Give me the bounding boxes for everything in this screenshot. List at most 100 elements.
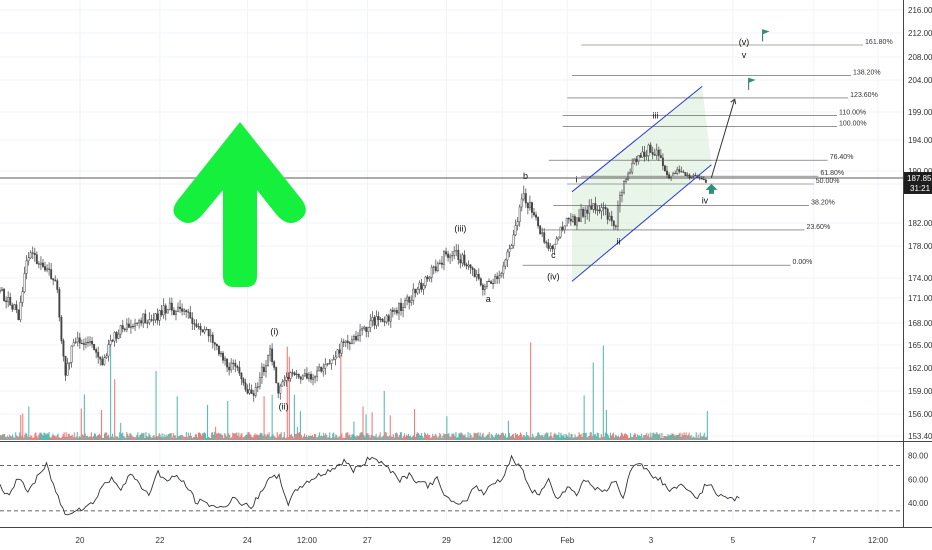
volume-bar bbox=[27, 436, 29, 440]
volume-bar bbox=[48, 432, 50, 440]
oscillator-tick-label: 40.00 bbox=[908, 499, 929, 508]
volume-bar bbox=[620, 432, 623, 440]
volume-bar bbox=[442, 435, 444, 440]
volume-bar bbox=[464, 434, 466, 440]
volume-bar bbox=[326, 434, 328, 440]
volume-bar bbox=[513, 437, 516, 440]
volume-bar bbox=[706, 411, 708, 440]
candle-body bbox=[285, 376, 288, 381]
candle-body bbox=[655, 149, 658, 156]
candle-body bbox=[260, 366, 263, 379]
candle-body bbox=[144, 313, 147, 324]
time-tick-label: 12:00 bbox=[492, 536, 513, 545]
volume-bar bbox=[197, 432, 200, 440]
candle-body bbox=[537, 217, 540, 227]
volume-bar bbox=[338, 436, 340, 440]
volume-bar bbox=[125, 437, 127, 440]
volume-bar bbox=[539, 434, 541, 440]
volume-bar bbox=[656, 432, 658, 440]
volume-bar bbox=[191, 437, 193, 440]
wave-label: c bbox=[551, 250, 556, 260]
time-axis[interactable]: 20 22 24 12:00 27 29 12:00 Feb 3 5 7 12:00 bbox=[76, 536, 889, 545]
candle-body bbox=[600, 207, 603, 212]
candle-body bbox=[391, 309, 394, 312]
candle-body bbox=[170, 302, 173, 311]
volume-bar bbox=[546, 432, 548, 440]
volume-bar bbox=[658, 434, 660, 440]
volume-bar bbox=[169, 433, 171, 440]
volume-bar bbox=[145, 432, 147, 440]
volume-bar bbox=[265, 436, 267, 440]
candle-body bbox=[627, 173, 630, 180]
candle-body bbox=[275, 367, 278, 384]
candle-body bbox=[573, 216, 576, 226]
price-tick-label: 212.00 bbox=[908, 29, 932, 38]
channel-upper-line[interactable] bbox=[571, 86, 703, 193]
candle-body bbox=[418, 282, 421, 290]
volume-bar bbox=[154, 437, 156, 440]
volume-bar bbox=[509, 436, 511, 440]
flag-icon bbox=[762, 29, 770, 35]
volume-bar bbox=[257, 435, 259, 440]
candle-body bbox=[166, 309, 169, 314]
volume-bar bbox=[458, 433, 460, 440]
volume-bar bbox=[272, 434, 274, 440]
volume-bar bbox=[368, 435, 370, 440]
volume-bar bbox=[213, 434, 215, 440]
volume-bar bbox=[282, 436, 284, 440]
candle-body bbox=[526, 202, 529, 209]
candle-body bbox=[598, 209, 601, 212]
volume-bar bbox=[186, 437, 188, 440]
volume-bar bbox=[148, 432, 150, 440]
volume-bar bbox=[679, 432, 681, 440]
candle-body bbox=[455, 249, 458, 252]
candle-body bbox=[322, 367, 325, 372]
volume-bar bbox=[20, 415, 22, 440]
volume-bar bbox=[543, 436, 545, 440]
candle-body bbox=[639, 155, 642, 158]
volume-bar bbox=[214, 432, 216, 440]
volume-bar bbox=[533, 436, 535, 440]
candle-body bbox=[578, 217, 580, 222]
wave-label: (i) bbox=[270, 327, 278, 337]
volume-bar bbox=[188, 435, 190, 440]
fibonacci-levels[interactable]: 0.00% 23.60% 38.20% 50.00%61.80% 76.40% 100.0… bbox=[522, 39, 893, 266]
volume-bar bbox=[235, 433, 237, 440]
channel-lower-line[interactable] bbox=[571, 164, 712, 282]
price-channel[interactable] bbox=[571, 86, 712, 282]
volume-bar bbox=[691, 437, 693, 440]
volume-bar bbox=[271, 394, 273, 440]
volume-bar bbox=[53, 435, 55, 440]
fib-level-label: 138.20% bbox=[853, 69, 881, 76]
volume-bar bbox=[258, 435, 260, 440]
candle-body bbox=[463, 254, 466, 265]
volume-bar bbox=[162, 437, 164, 440]
volume-bar bbox=[320, 436, 322, 440]
volume-bar bbox=[380, 437, 382, 440]
candle-body bbox=[295, 373, 298, 376]
volume-bar bbox=[671, 433, 673, 440]
volume-bar bbox=[278, 434, 280, 440]
candle-body bbox=[666, 170, 668, 176]
volume-bar bbox=[589, 432, 591, 440]
volume-bar bbox=[421, 433, 423, 440]
volume-bar bbox=[594, 433, 596, 440]
volume-bar bbox=[106, 432, 108, 440]
candle-body bbox=[33, 252, 36, 255]
candle-body bbox=[547, 242, 550, 249]
volume-bar bbox=[599, 437, 601, 440]
candle-body bbox=[297, 373, 300, 378]
volume-bar bbox=[204, 433, 207, 440]
volume-bar bbox=[51, 435, 53, 440]
volume-bar bbox=[249, 433, 251, 440]
volume-bar bbox=[73, 432, 75, 440]
candle-body bbox=[520, 198, 523, 208]
candle-body bbox=[197, 326, 200, 328]
candle-body bbox=[236, 365, 239, 368]
price-axis[interactable]: 216.00 212.00 208.00 204.00 199.00 194.00 190.… bbox=[904, 6, 932, 508]
candle-body bbox=[66, 363, 69, 376]
volume-bar bbox=[11, 436, 13, 440]
volume-bar bbox=[487, 434, 489, 440]
candle-body bbox=[82, 343, 85, 345]
